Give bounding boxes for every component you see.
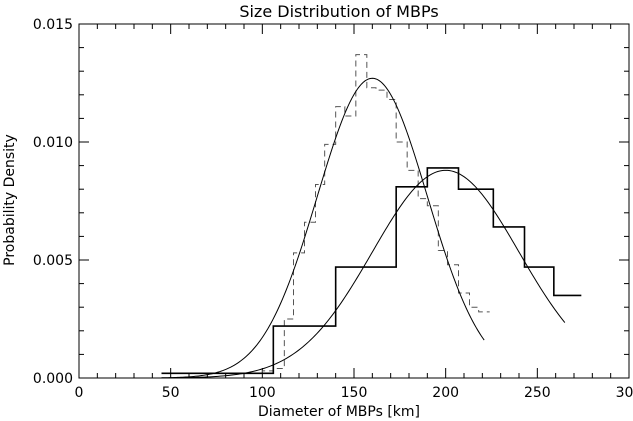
plot-frame [78,23,630,379]
x-axis-label: Diameter of MBPs [km] [258,404,420,420]
dashed-histogram-series [161,54,490,374]
x-tick-label: 100 [249,385,276,401]
x-tick-label: 0 [75,385,84,401]
fit-curve-3 [161,169,566,379]
axis-ticks: 0 50 100 150 200 250 300 0.000 0.005 0.010 0.015 [33,17,633,401]
fit-curve-2 [161,77,485,379]
x-tick-label: 250 [524,385,551,401]
series-layer [161,54,582,379]
x-tick-label: 300 [616,385,633,401]
x-tick-label: 150 [341,385,368,401]
y-tick-label: 0.015 [33,17,73,33]
y-tick-label: 0.005 [33,253,73,269]
x-tick-label: 200 [432,385,459,401]
y-tick-label: 0.000 [33,371,73,387]
y-tick-label: 0.010 [33,135,73,151]
chart-title: Size Distribution of MBPs [239,2,438,21]
y-axis-label: Probability Density [2,134,18,266]
solid-histogram-series [161,167,582,375]
x-tick-label: 50 [162,385,180,401]
